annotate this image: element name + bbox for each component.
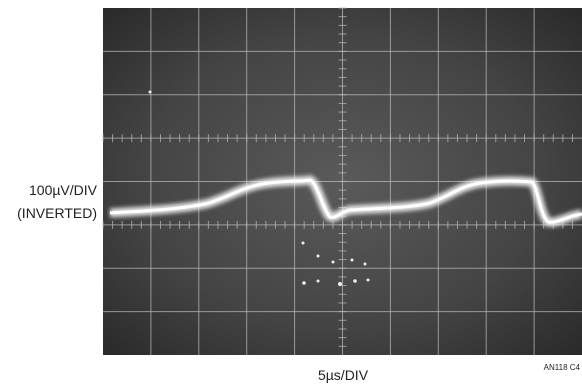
vertical-note: (INVERTED) [17, 205, 97, 221]
figure-id: AN118 C4 [544, 363, 581, 372]
graticule [102, 7, 582, 355]
vertical-scale: 100µV/DIV [29, 182, 98, 198]
stray-dots [148, 90, 370, 286]
horizontal-scale: 5µs/DIV [318, 367, 369, 383]
trace-core [109, 178, 582, 224]
